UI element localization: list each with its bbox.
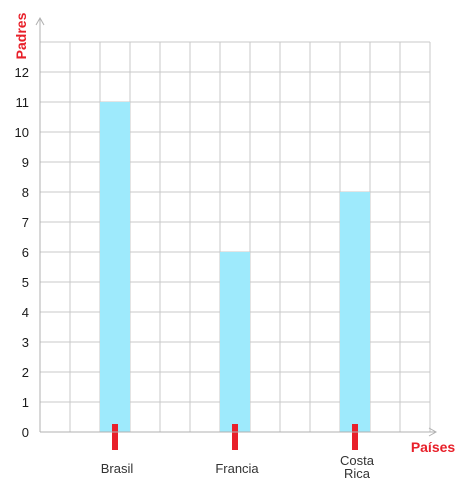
x-axis-arrow	[428, 427, 438, 437]
bar-francia	[220, 252, 250, 432]
bars	[100, 102, 370, 450]
category-label: Costa Rica	[340, 453, 375, 481]
y-tick-label: 3	[22, 335, 29, 350]
y-tick-label: 9	[22, 155, 29, 170]
category-labels: Brasil Francia Costa Rica	[101, 453, 375, 481]
y-tick-label: 12	[15, 65, 29, 80]
y-tick-label: 11	[16, 95, 30, 110]
y-tick-label: 0	[22, 425, 29, 440]
y-tick-label: 10	[15, 125, 29, 140]
category-marker	[232, 424, 238, 450]
y-tick-label: 7	[22, 215, 29, 230]
y-tick-label: 4	[22, 305, 29, 320]
category-label: Brasil	[101, 461, 134, 476]
y-axis-arrow	[35, 16, 45, 26]
bar-costa-rica	[340, 192, 370, 432]
y-tick-label: 1	[22, 395, 29, 410]
axes	[35, 16, 438, 437]
category-label: Francia	[215, 461, 259, 476]
category-marker	[352, 424, 358, 450]
y-tick-label: 2	[22, 365, 29, 380]
x-axis-label: Países	[411, 439, 456, 455]
category-marker	[112, 424, 118, 450]
bar-brasil	[100, 102, 130, 432]
y-tick-label: 5	[22, 275, 29, 290]
y-tick-label: 8	[22, 185, 29, 200]
y-axis-label: Padres	[13, 12, 29, 59]
y-tick-label: 6	[22, 245, 29, 260]
